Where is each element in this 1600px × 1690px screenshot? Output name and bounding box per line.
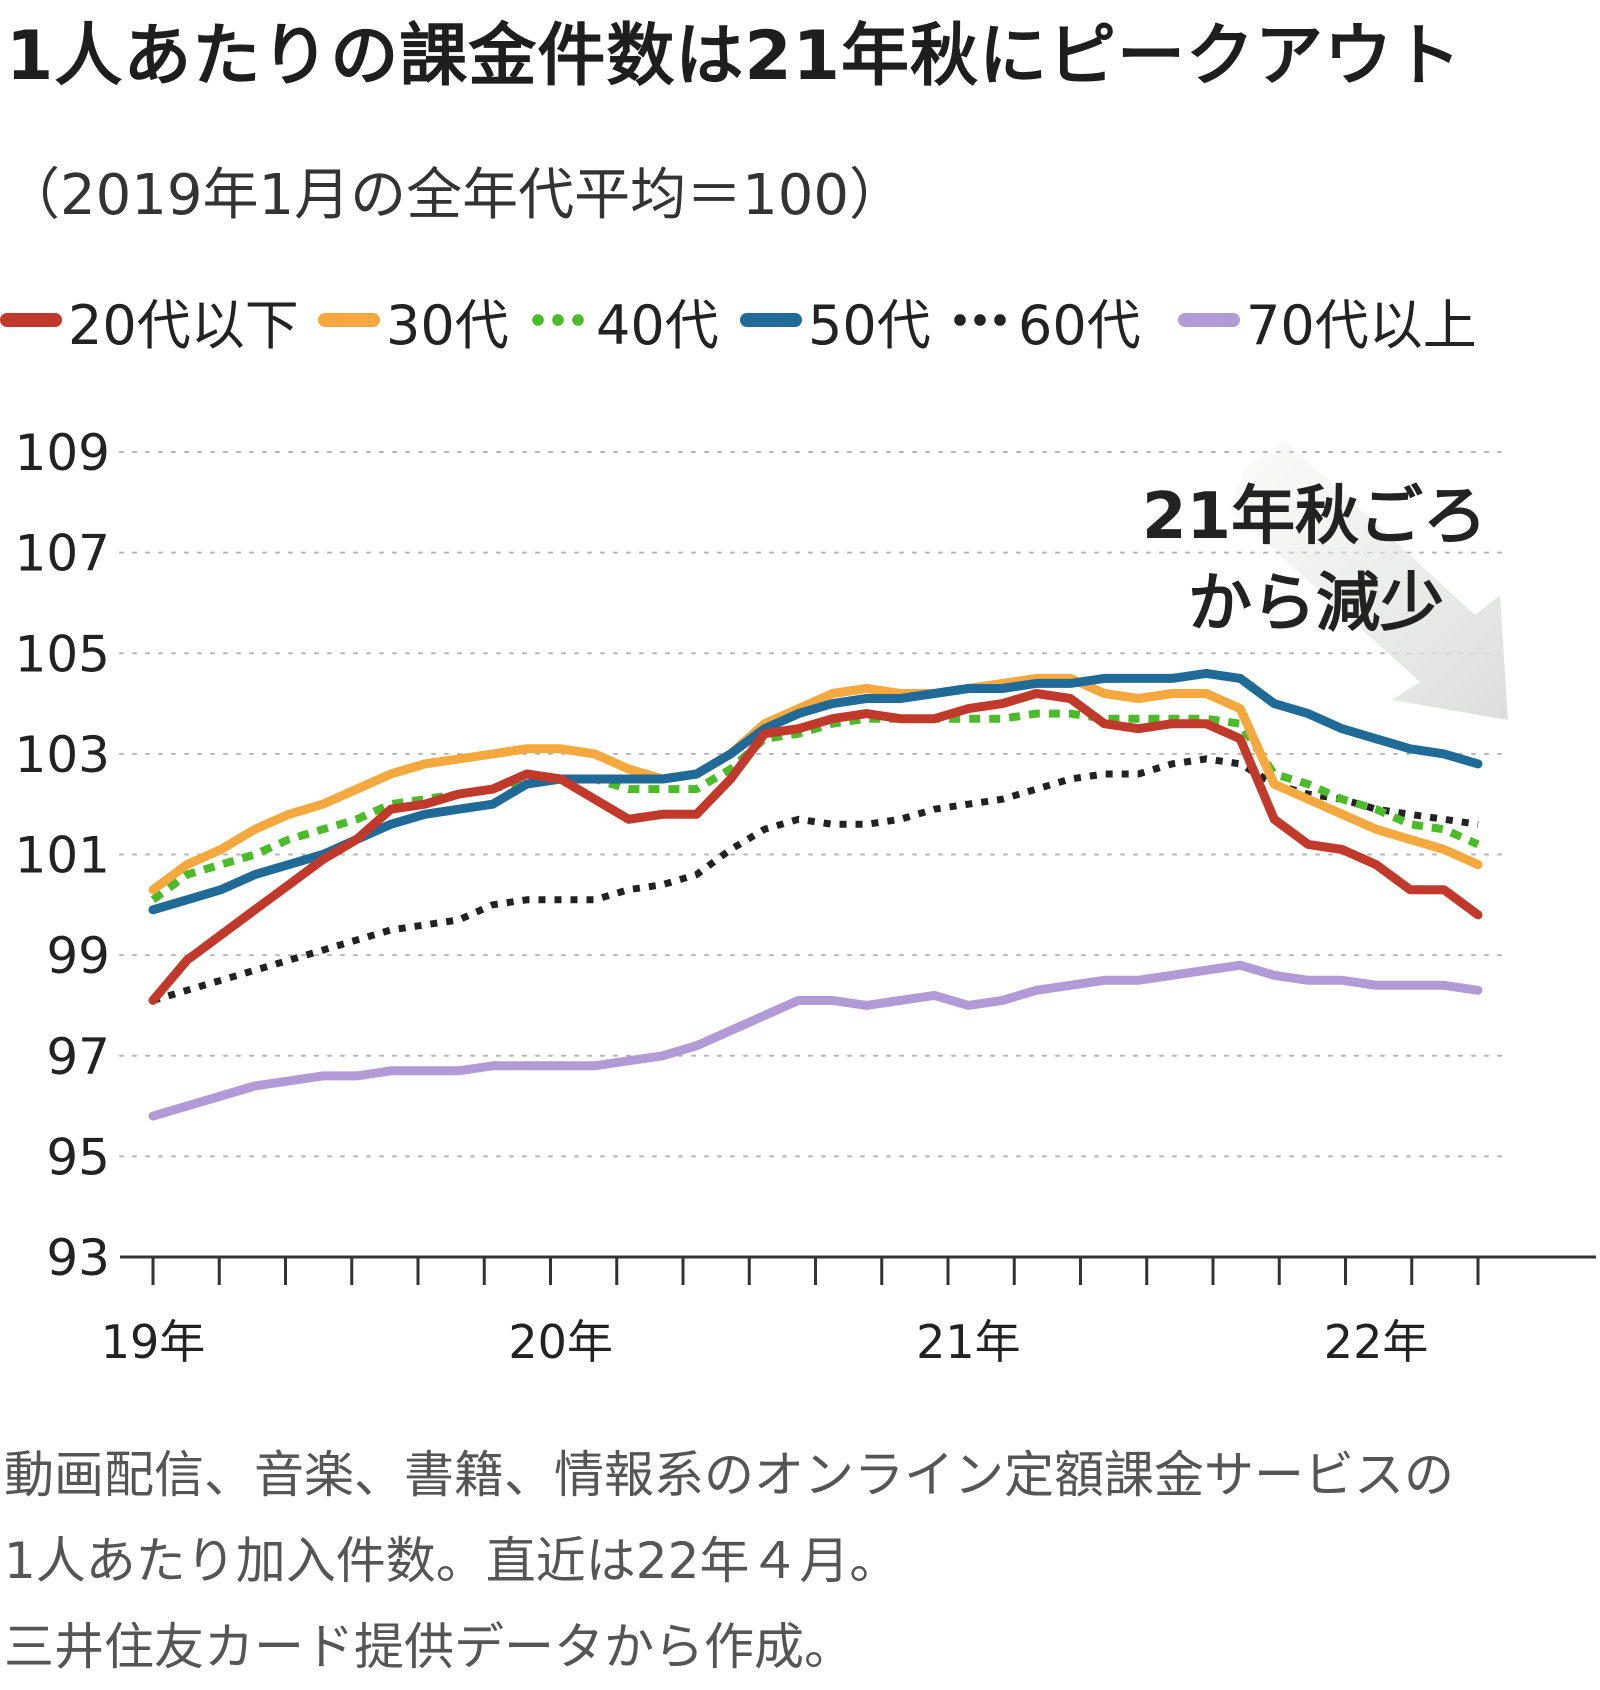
legend: 20代以下 30代 40代 50代 60代 70代以上: [0, 280, 1600, 360]
series-line-20代以下: [148, 689, 1483, 1005]
x-tick-label: 19年: [101, 1315, 206, 1369]
footnote-line-2: 1人あたり加入件数。直近は22年４月。: [4, 1532, 900, 1590]
y-axis-tick-labels: 93 95 97 99 101 103 105 107 109: [15, 424, 110, 1287]
legend-label-70s: 70代以上: [1246, 293, 1477, 357]
legend-item-30s: 30代: [318, 280, 509, 360]
x-axis-tick-labels: 19年 20年 21年 22年: [101, 1315, 1429, 1369]
legend-label-40s: 40代: [596, 293, 719, 357]
y-tick-label: 93: [46, 1229, 110, 1287]
legend-label-60s: 60代: [1018, 293, 1141, 357]
legend-swatch-30s: [318, 313, 380, 327]
series-line-60代: [152, 755, 1479, 1004]
series-line-50代: [148, 668, 1483, 915]
series-lines: [148, 668, 1483, 1121]
y-tick-label: 99: [46, 927, 110, 985]
footnotes: 動画配信、音楽、書籍、情報系のオンライン定額課金サービスの 1人あたり加入件数。…: [4, 1432, 1600, 1690]
y-tick-label: 101: [15, 827, 110, 885]
trend-arrow-icon: [1230, 440, 1508, 720]
legend-label-50s: 50代: [808, 293, 931, 357]
x-tick-label: 20年: [508, 1315, 613, 1369]
line-chart: 93 95 97 99 101 103 105 107 109 21年秋ごろ から減少 19年 2…: [15, 424, 1596, 1369]
footnote-line-1: 動画配信、音楽、書籍、情報系のオンライン定額課金サービスの: [4, 1446, 1454, 1504]
x-tick-label: 21年: [916, 1315, 1021, 1369]
legend-item-50s: 50代: [740, 280, 931, 360]
y-tick-label: 109: [15, 424, 110, 482]
legend-item-40s: 40代: [528, 280, 719, 360]
x-axis-ticks: [151, 1257, 1480, 1285]
y-tick-label: 97: [46, 1028, 110, 1086]
chart-title: 1人あたりの課金件数は21年秋にピークアウト: [6, 17, 1462, 96]
legend-swatch-60s: [950, 313, 1012, 327]
series-line-70代以上: [148, 960, 1483, 1121]
legend-item-20s: 20代以下: [0, 280, 299, 360]
legend-label-30s: 30代: [386, 293, 509, 357]
legend-swatch-70s: [1178, 313, 1240, 327]
x-tick-label: 22年: [1324, 1315, 1429, 1369]
y-tick-label: 105: [15, 625, 110, 683]
annotation-line-2: から減少: [1188, 567, 1444, 641]
legend-swatch-20s: [0, 313, 62, 327]
series-line-30代: [148, 673, 1483, 895]
legend-label-20s: 20代以下: [68, 293, 299, 357]
legend-item-70s: 70代以上: [1178, 280, 1477, 360]
legend-swatch-40s: [528, 313, 590, 327]
chart-subtitle: （2019年1月の全年代平均＝100）: [4, 163, 906, 228]
footnote-line-3: 三井住友カード提供データから作成。: [4, 1618, 854, 1676]
y-tick-label: 95: [46, 1128, 110, 1186]
y-tick-label: 103: [15, 726, 110, 784]
legend-item-60s: 60代: [950, 280, 1141, 360]
legend-swatch-50s: [740, 313, 802, 327]
series-line-40代: [150, 709, 1480, 904]
annotation-line-1: 21年秋ごろ: [1142, 480, 1487, 554]
y-tick-label: 107: [15, 525, 110, 583]
